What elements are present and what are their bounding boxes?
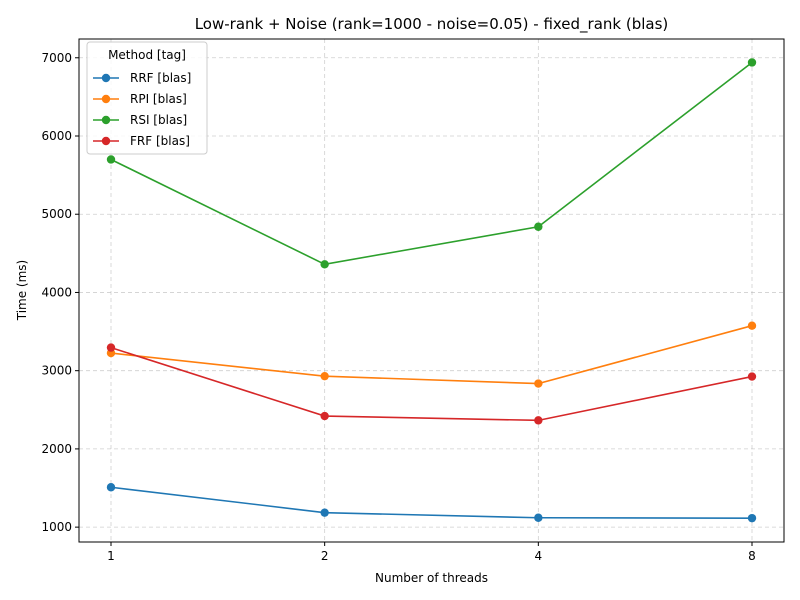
x-axis-label: Number of threads <box>375 571 488 585</box>
legend-box <box>86 41 208 155</box>
legend-marker-rpi <box>101 94 111 104</box>
legend-title: Method [tag] <box>108 48 186 62</box>
y-tick-label: 1000 <box>41 520 72 534</box>
series-line-frf <box>110 346 753 422</box>
y-tick-label: 7000 <box>41 51 72 65</box>
legend-marker-rrf <box>101 73 111 83</box>
series-rpi <box>106 321 757 388</box>
y-axis-label: Time (ms) <box>15 260 29 322</box>
y-tick-label: 5000 <box>41 207 72 221</box>
y-tick-label: 4000 <box>41 285 72 299</box>
y-tick-label: 3000 <box>41 364 72 378</box>
legend-label-rpi: RPI [blas] <box>130 92 187 106</box>
data-point-rrf <box>534 513 543 522</box>
y-tick-label: 6000 <box>41 129 72 143</box>
series-line-rsi <box>110 61 753 266</box>
series-rrf <box>106 483 757 523</box>
plot-frame <box>78 38 785 543</box>
legend-item-rsi: RSI [blas] <box>93 113 187 127</box>
data-point-rsi <box>534 222 543 231</box>
data-point-rpi <box>534 379 543 388</box>
legend-item-frf: FRF [blas] <box>93 134 190 148</box>
data-point-rrf <box>106 483 116 492</box>
series-layer <box>106 58 757 523</box>
data-point-rsi <box>320 260 329 269</box>
series-rsi <box>106 58 757 269</box>
data-point-rrf <box>320 508 329 517</box>
data-point-rsi <box>106 155 116 164</box>
legend-marker-rsi <box>101 115 111 125</box>
legend-label-rsi: RSI [blas] <box>130 113 187 127</box>
axes: 1 2 4 8 1000 2000 3000 4000 5000 6000 7000 <box>41 38 785 563</box>
legend: Method [tag] RRF [blas] RPI [blas] RSI [bla… <box>86 41 208 155</box>
grid-lines <box>79 39 784 542</box>
x-tick-label: 1 <box>107 549 115 563</box>
series-line-rrf <box>110 486 753 519</box>
legend-marker-frf <box>101 136 111 146</box>
legend-item-rpi: RPI [blas] <box>93 92 187 106</box>
legend-label-rrf: RRF [blas] <box>130 71 191 85</box>
data-point-frf <box>320 411 329 421</box>
x-tick-label: 4 <box>535 549 543 563</box>
data-point-rpi <box>747 321 757 330</box>
chart-title: Low-rank + Noise (rank=1000 - noise=0.05… <box>195 15 669 34</box>
legend-label-frf: FRF [blas] <box>130 134 190 148</box>
series-line-rpi <box>110 324 753 385</box>
legend-item-rrf: RRF [blas] <box>93 71 191 85</box>
data-point-rrf <box>747 513 757 523</box>
data-point-frf <box>747 372 757 381</box>
data-point-rpi <box>320 371 329 381</box>
data-point-frf <box>534 416 543 425</box>
data-point-rsi <box>747 58 757 67</box>
data-point-frf <box>106 343 116 352</box>
y-tick-label: 2000 <box>41 442 72 456</box>
x-tick-label: 8 <box>748 549 756 563</box>
x-tick-label: 2 <box>321 549 329 563</box>
series-frf <box>106 343 757 425</box>
